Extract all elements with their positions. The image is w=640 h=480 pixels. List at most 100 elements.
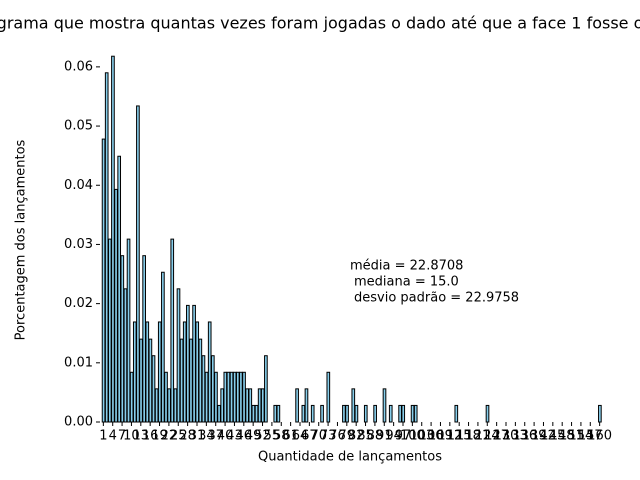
annotation: média = 22.8708 bbox=[350, 259, 463, 274]
bar bbox=[179, 338, 184, 423]
bar bbox=[107, 238, 112, 423]
x-tick-label: 13 bbox=[133, 429, 150, 444]
bar bbox=[114, 188, 118, 423]
x-tick-label: 34 bbox=[198, 429, 215, 444]
bar bbox=[214, 371, 218, 423]
x-tick-label: 112 bbox=[437, 429, 462, 444]
bar bbox=[111, 55, 115, 423]
bar bbox=[132, 321, 137, 423]
bar bbox=[401, 404, 406, 423]
y-tick-label: 0.03 bbox=[64, 237, 93, 252]
annotation: desvio padrão = 22.9758 bbox=[354, 291, 519, 306]
bar bbox=[310, 404, 315, 423]
bar bbox=[598, 404, 602, 423]
bar bbox=[173, 388, 178, 423]
bar bbox=[257, 388, 262, 423]
bar bbox=[363, 404, 368, 423]
chart-title: Histograma que mostra quantas vezes fora… bbox=[0, 14, 640, 33]
bar bbox=[276, 404, 281, 423]
x-tick-label: 124 bbox=[475, 429, 500, 444]
y-axis-label: Porcentagem dos lançamentos bbox=[14, 139, 29, 340]
x-tick-label: 127 bbox=[484, 429, 509, 444]
x-tick-label: 157 bbox=[578, 429, 603, 444]
bar bbox=[217, 404, 221, 423]
bar bbox=[273, 404, 278, 423]
bar bbox=[126, 238, 131, 423]
bar bbox=[148, 338, 153, 423]
x-tick-label: 118 bbox=[456, 429, 481, 444]
bar bbox=[264, 355, 268, 423]
y-tick-label: 0.02 bbox=[64, 296, 93, 311]
x-axis-label: Quantidade de lançamentos bbox=[258, 450, 442, 465]
x-tick-label: 19 bbox=[151, 429, 168, 444]
x-tick-label: 64 bbox=[292, 429, 309, 444]
bar bbox=[345, 404, 349, 423]
bar bbox=[373, 404, 377, 423]
x-tick-label: 49 bbox=[245, 429, 262, 444]
bar bbox=[260, 388, 265, 423]
x-tick-label: 40 bbox=[217, 429, 234, 444]
bar bbox=[136, 105, 140, 423]
x-tick-label: 1 bbox=[99, 429, 107, 444]
bar bbox=[382, 388, 387, 423]
bar bbox=[354, 404, 359, 423]
x-tick-label: 67 bbox=[301, 429, 318, 444]
bar bbox=[176, 288, 181, 423]
x-tick-label: 94 bbox=[385, 429, 402, 444]
x-tick-label: 160 bbox=[587, 429, 612, 444]
x-tick-label: 37 bbox=[207, 429, 224, 444]
bar bbox=[304, 388, 309, 423]
x-tick-label: 148 bbox=[550, 429, 575, 444]
bar bbox=[204, 371, 209, 423]
bar bbox=[226, 371, 231, 423]
bar bbox=[210, 355, 215, 423]
x-tick-label: 46 bbox=[236, 429, 253, 444]
bar bbox=[117, 155, 122, 423]
bar bbox=[104, 72, 109, 423]
y-tick-label: 0.00 bbox=[64, 415, 93, 430]
x-tick-label: 16 bbox=[142, 429, 159, 444]
bar bbox=[320, 404, 324, 423]
x-tick-label: 28 bbox=[179, 429, 196, 444]
x-tick-label: 151 bbox=[559, 429, 584, 444]
bar bbox=[245, 388, 249, 423]
bar bbox=[229, 371, 234, 423]
bar bbox=[157, 321, 162, 423]
bar bbox=[154, 388, 159, 423]
bar bbox=[120, 255, 125, 423]
bar bbox=[454, 404, 459, 423]
bar bbox=[201, 355, 206, 423]
bar bbox=[192, 304, 196, 423]
x-tick-label: 52 bbox=[254, 429, 271, 444]
x-tick-label: 61 bbox=[282, 429, 299, 444]
bar bbox=[164, 371, 168, 423]
annotation: mediana = 15.0 bbox=[354, 275, 459, 290]
bar bbox=[129, 371, 134, 423]
bar bbox=[301, 404, 306, 423]
bar bbox=[101, 138, 106, 423]
bar bbox=[342, 404, 346, 423]
bar bbox=[398, 404, 402, 423]
x-tick-label: 115 bbox=[447, 429, 472, 444]
bar bbox=[189, 338, 193, 423]
bar bbox=[235, 371, 240, 423]
x-tick-label: 4 bbox=[109, 429, 117, 444]
bar bbox=[161, 271, 165, 423]
x-tick-label: 139 bbox=[522, 429, 547, 444]
bar bbox=[485, 404, 490, 423]
x-tick-label: 7 bbox=[118, 429, 126, 444]
x-tick-label: 142 bbox=[531, 429, 556, 444]
x-tick-label: 154 bbox=[569, 429, 594, 444]
bar bbox=[251, 404, 256, 423]
x-tick-label: 121 bbox=[466, 429, 491, 444]
x-tick-label: 31 bbox=[189, 429, 206, 444]
x-tick-label: 106 bbox=[419, 429, 444, 444]
bar bbox=[198, 338, 203, 423]
bar bbox=[207, 321, 212, 423]
bar bbox=[195, 321, 200, 423]
x-tick-label: 76 bbox=[329, 429, 346, 444]
x-tick-label: 55 bbox=[264, 429, 281, 444]
bar bbox=[142, 255, 146, 423]
x-tick-label: 58 bbox=[273, 429, 290, 444]
bar bbox=[410, 404, 415, 423]
